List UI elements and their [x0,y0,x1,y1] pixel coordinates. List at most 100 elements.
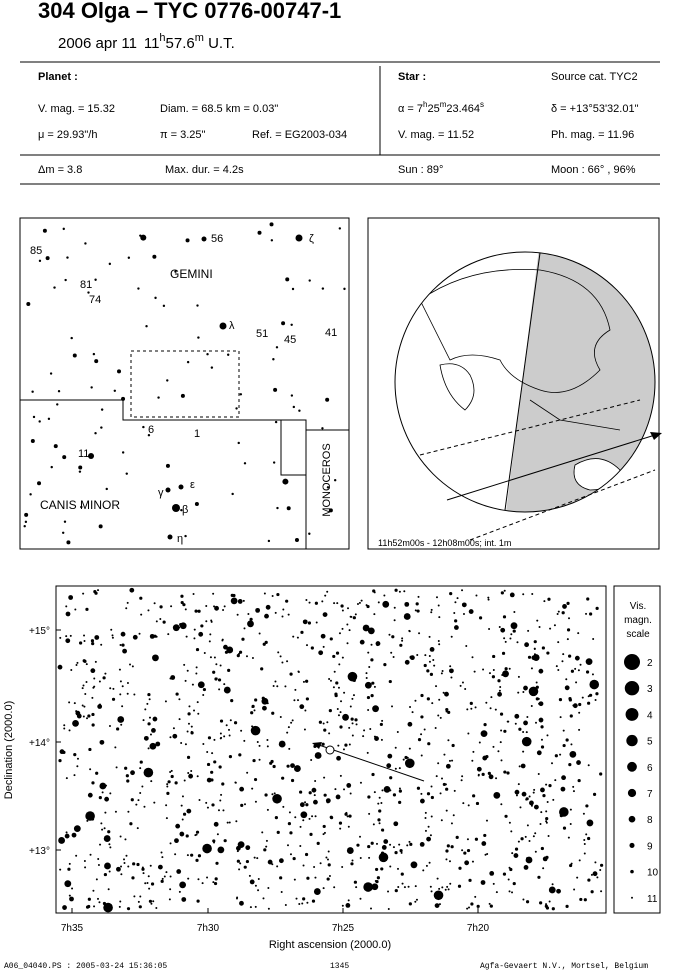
star [91,712,95,717]
star [286,506,291,511]
star [533,804,539,810]
star [314,779,317,782]
star [538,668,544,674]
star [264,640,268,644]
star [376,876,380,880]
star [186,360,190,364]
star [209,656,212,659]
star [220,793,223,796]
star [87,714,91,718]
star [209,633,212,636]
star [398,789,402,793]
star [322,887,325,890]
star [243,627,246,630]
star [141,867,145,871]
star [152,900,155,903]
star [174,270,177,273]
star [388,633,391,636]
star [351,859,354,862]
star [524,642,530,648]
star [356,602,359,605]
star [72,353,77,358]
star [346,815,349,818]
star [391,635,395,639]
star [424,811,427,814]
star [338,663,341,666]
star [427,825,430,828]
star [292,856,296,861]
star [531,593,534,596]
scale-label: 8 [647,815,653,826]
star [273,387,278,392]
star [336,708,339,711]
star [235,820,238,823]
star [304,709,307,712]
star [91,696,94,699]
star [71,887,74,890]
x-axis-label: Right ascension (2000.0) [269,939,391,951]
star [265,845,268,848]
star [414,699,417,702]
star [333,886,336,889]
star [485,701,488,704]
star [65,638,71,644]
star [253,856,256,859]
star [196,775,199,778]
star [314,815,317,818]
star [65,611,71,617]
star [276,685,279,688]
star [488,902,491,905]
star [322,645,325,648]
star [211,803,215,807]
star [213,738,216,741]
star [148,899,153,903]
star [284,904,287,907]
star [464,860,470,866]
star [586,819,594,827]
star [523,865,529,870]
star [512,629,516,633]
star [155,741,161,747]
star [258,758,261,761]
star [350,717,354,721]
star [258,744,261,747]
star [61,531,65,534]
star [83,659,87,663]
chart-frame [55,585,607,914]
star [58,837,66,844]
star [240,803,244,807]
star [468,906,471,909]
star [311,787,317,793]
star [157,396,160,399]
star [409,705,412,708]
star [573,888,576,891]
star [509,637,512,640]
star [243,865,247,869]
star [206,353,209,356]
star [547,834,550,837]
star [123,858,126,861]
finder-label: 81 [80,279,92,291]
star [517,691,520,694]
x-tick-label: 7h25 [332,923,355,934]
star [422,869,425,872]
star [95,878,98,881]
star [126,907,131,911]
star [69,896,74,902]
star [291,719,294,722]
star [522,731,525,734]
star [518,727,522,731]
star [302,680,305,683]
star [492,745,495,748]
star [110,628,113,631]
star [387,907,390,910]
star [362,624,370,632]
star [181,818,184,821]
star [457,884,462,888]
heading: Planet : [38,71,78,83]
star [451,759,454,762]
star [398,590,401,593]
star [222,809,225,812]
footer-page: 1345 [330,962,349,971]
